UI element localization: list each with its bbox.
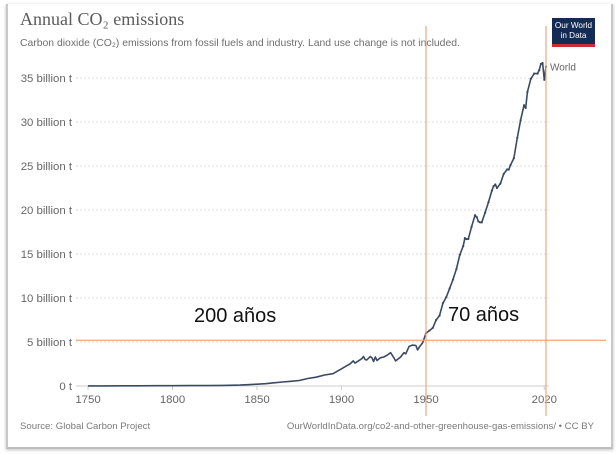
series-point (543, 78, 546, 81)
series-point (478, 221, 482, 224)
series-point (438, 314, 441, 317)
x-axis: 1750 1800 1850 1900 1950 2020 (75, 385, 557, 406)
y-tick-label: 35 billion t (21, 73, 73, 85)
series-point (487, 200, 490, 204)
series-point (536, 72, 539, 75)
series-point (539, 62, 543, 66)
logo-line-2: in Data (560, 31, 587, 40)
y-tick-label: 20 billion t (21, 205, 73, 217)
series-point (519, 119, 522, 122)
x-tick-label: 1900 (329, 394, 354, 406)
series-point (465, 237, 468, 241)
y-tick-label: 10 billion t (21, 293, 73, 305)
series-point (507, 168, 510, 171)
series-point (451, 278, 455, 281)
logo-line-1: Our World (554, 21, 593, 30)
series-point (526, 90, 529, 94)
series-point (441, 302, 444, 305)
series-point (499, 182, 502, 185)
series-point (495, 186, 499, 190)
source-url-link[interactable]: OurWorldInData.org/co2-and-other-greenho… (286, 421, 594, 432)
series-point (524, 106, 527, 110)
series-point (506, 168, 509, 171)
series-point (462, 244, 465, 248)
series-point (448, 287, 451, 290)
series-label-world: World (550, 63, 576, 74)
series-point (533, 72, 536, 75)
series-point (435, 318, 438, 322)
series-point (467, 237, 470, 241)
series-point (492, 185, 495, 188)
annotation-label: 70 años (448, 304, 519, 326)
y-tick-label: 15 billion t (21, 249, 73, 261)
series-point (490, 189, 494, 192)
series-point (512, 156, 515, 160)
annotations-layer: 200 años 70 años (76, 26, 606, 416)
series-point (516, 136, 519, 139)
x-tick-label: 1800 (160, 394, 185, 406)
series-point (541, 61, 544, 65)
series-point (475, 215, 478, 219)
y-tick-label: 25 billion t (21, 161, 73, 173)
series-point (529, 77, 532, 80)
series-point (477, 220, 480, 223)
chart-title: Annual CO₂ emissions (20, 9, 185, 29)
series-layer: World (88, 61, 576, 387)
x-tick-label: 2020 (532, 394, 557, 406)
series-point (538, 68, 541, 72)
series-point (431, 326, 434, 330)
x-tick-label: 1750 (75, 394, 100, 406)
series-point (455, 267, 458, 271)
series-point (445, 296, 448, 299)
chart-subtitle: Carbon dioxide (CO₂) emissions from foss… (20, 38, 460, 49)
y-axis: 0 t 5 billion t 10 billion t 15 billion t 20… (21, 73, 73, 393)
series-point (458, 253, 461, 256)
owid-logo[interactable]: Our World in Data (552, 18, 595, 47)
x-tick-label: 1850 (244, 394, 269, 406)
y-tick-label: 0 t (59, 381, 72, 393)
series-point (463, 237, 466, 240)
series-line-world (88, 62, 547, 387)
series-point (480, 221, 483, 224)
series-point (470, 225, 473, 228)
series-point (522, 104, 526, 107)
annotation-label: 200 años (194, 305, 276, 327)
y-tick-label: 30 billion t (21, 117, 73, 129)
source-text: Source: Global Carbon Project (20, 421, 151, 432)
series-point (484, 211, 487, 214)
series-point (509, 164, 512, 167)
series-point (502, 172, 505, 176)
series-point (494, 183, 497, 186)
grid-lines (76, 77, 549, 343)
y-tick-label: 5 billion t (27, 337, 73, 349)
series-point (428, 329, 431, 332)
series-point (473, 214, 477, 217)
